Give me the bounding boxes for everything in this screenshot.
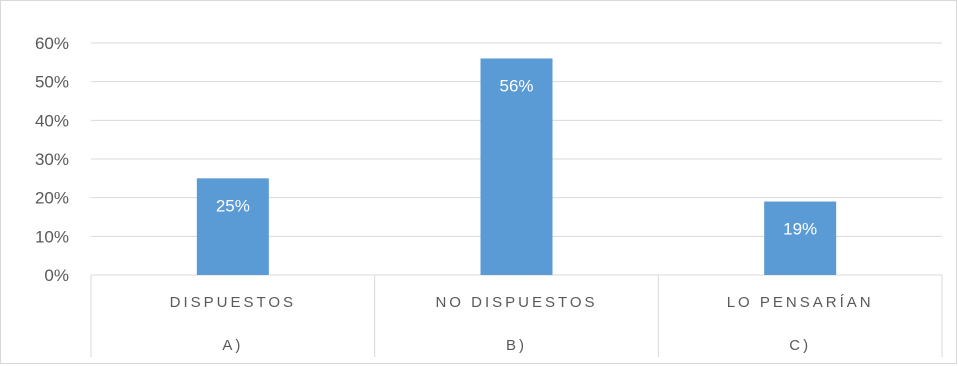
y-tick-label: 20%: [35, 189, 69, 208]
y-tick-label: 30%: [35, 150, 69, 169]
group-label: A): [222, 337, 243, 354]
category-label: LO PENSARÍAN: [727, 294, 874, 311]
category-label: NO DISPUESTOS: [435, 294, 597, 311]
bar: [196, 178, 269, 275]
y-tick-label: 60%: [35, 34, 69, 53]
category-label: DISPUESTOS: [170, 294, 296, 311]
group-label: B): [506, 337, 527, 354]
y-tick-label: 0%: [44, 266, 69, 285]
bar: [764, 201, 837, 275]
bar: [480, 58, 553, 275]
y-tick-label: 40%: [35, 111, 69, 130]
y-tick-label: 50%: [35, 73, 69, 92]
data-label: 56%: [499, 76, 533, 95]
data-label: 19%: [783, 220, 817, 239]
group-label: C): [789, 337, 811, 354]
y-tick-label: 10%: [35, 227, 69, 246]
data-label: 25%: [216, 196, 250, 215]
